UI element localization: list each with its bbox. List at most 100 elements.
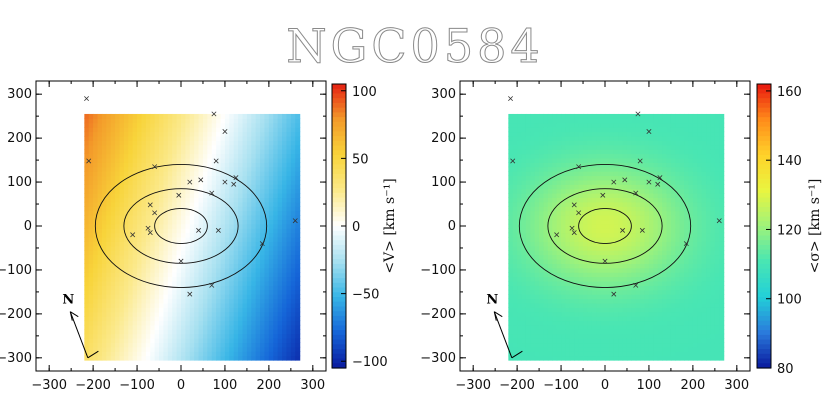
- map-cell: [622, 236, 628, 242]
- map-cell: [626, 307, 632, 313]
- map-cell: [618, 289, 624, 295]
- map-cell: [640, 127, 646, 133]
- map-cell: [543, 175, 549, 181]
- map-cell: [613, 206, 619, 212]
- map-cell: [84, 201, 90, 207]
- map-cell: [552, 342, 558, 348]
- map-cell: [185, 294, 191, 300]
- map-cell: [150, 223, 156, 229]
- map-cell: [521, 144, 527, 150]
- map-cell: [211, 333, 217, 339]
- map-cell: [547, 144, 553, 150]
- map-cell: [565, 144, 571, 150]
- map-cell: [167, 140, 173, 146]
- map-cell: [141, 228, 147, 234]
- map-cell: [512, 258, 518, 264]
- map-cell: [246, 197, 252, 203]
- map-cell: [552, 289, 558, 295]
- map-cell: [93, 289, 99, 295]
- map-cell: [530, 254, 536, 260]
- map-cell: [583, 144, 589, 150]
- map-cell: [530, 320, 536, 326]
- map-cell: [618, 223, 624, 229]
- map-cell: [640, 193, 646, 199]
- map-cell: [198, 307, 204, 313]
- map-cell: [600, 355, 606, 361]
- map-cell: [290, 157, 296, 163]
- map-cell: [277, 342, 283, 348]
- map-cell: [137, 144, 143, 150]
- map-cell: [84, 179, 90, 185]
- map-cell: [561, 162, 567, 168]
- map-cell: [181, 320, 186, 326]
- map-cell: [565, 351, 571, 357]
- map-cell: [670, 232, 676, 238]
- map-cell: [106, 122, 112, 128]
- map-cell: [565, 149, 571, 155]
- map-cell: [657, 245, 663, 251]
- map-cell: [574, 298, 580, 304]
- map-cell: [596, 342, 602, 348]
- map-cell: [268, 245, 274, 251]
- map-cell: [556, 329, 562, 335]
- map-cell: [583, 333, 589, 339]
- map-cell: [512, 236, 518, 242]
- map-cell: [88, 149, 94, 155]
- map-cell: [587, 276, 593, 282]
- map-cell: [97, 122, 103, 128]
- map-cell: [194, 184, 200, 190]
- bin-marker: [147, 230, 153, 236]
- map-cell: [246, 351, 252, 357]
- map-cell: [534, 113, 540, 119]
- map-cell: [521, 263, 527, 269]
- map-cell: [101, 118, 107, 124]
- map-cell: [128, 201, 134, 207]
- map-cell: [84, 206, 90, 212]
- map-cell: [605, 188, 610, 194]
- map-cell: [145, 153, 151, 159]
- map-cell: [277, 263, 283, 269]
- map-cell: [508, 175, 514, 181]
- map-cell: [525, 113, 531, 119]
- map-cell: [84, 298, 90, 304]
- map-cell: [264, 113, 270, 119]
- map-cell: [251, 201, 257, 207]
- colorbar-segment: [332, 102, 346, 109]
- map-cell: [93, 294, 99, 300]
- map-cell: [189, 276, 195, 282]
- map-cell: [207, 289, 213, 295]
- map-cell: [290, 346, 296, 352]
- map-cell: [181, 113, 186, 119]
- map-cell: [574, 276, 580, 282]
- map-cell: [189, 263, 195, 269]
- map-cell: [198, 280, 204, 286]
- map-cell: [662, 215, 668, 221]
- map-cell: [670, 175, 676, 181]
- map-cell: [233, 144, 239, 150]
- map-cell: [238, 232, 244, 238]
- map-cell: [273, 193, 279, 199]
- map-cell: [101, 254, 107, 260]
- map-cell: [185, 272, 191, 278]
- map-cell: [137, 316, 143, 322]
- map-cell: [128, 276, 134, 282]
- map-cell: [609, 333, 615, 339]
- map-cell: [167, 320, 173, 326]
- map-cell: [675, 342, 681, 348]
- map-cell: [670, 355, 676, 361]
- map-cell: [596, 127, 602, 133]
- map-cell: [512, 149, 518, 155]
- map-cell: [264, 289, 270, 295]
- map-cell: [181, 210, 186, 216]
- map-cell: [128, 175, 134, 181]
- map-cell: [600, 166, 606, 172]
- map-cell: [282, 351, 288, 357]
- map-cell: [181, 188, 186, 194]
- map-cell: [618, 171, 624, 177]
- map-cell: [154, 285, 160, 291]
- map-cell: [268, 157, 274, 163]
- map-cell: [194, 285, 200, 291]
- map-cell: [106, 333, 112, 339]
- map-cell: [163, 149, 169, 155]
- map-cell: [512, 113, 518, 119]
